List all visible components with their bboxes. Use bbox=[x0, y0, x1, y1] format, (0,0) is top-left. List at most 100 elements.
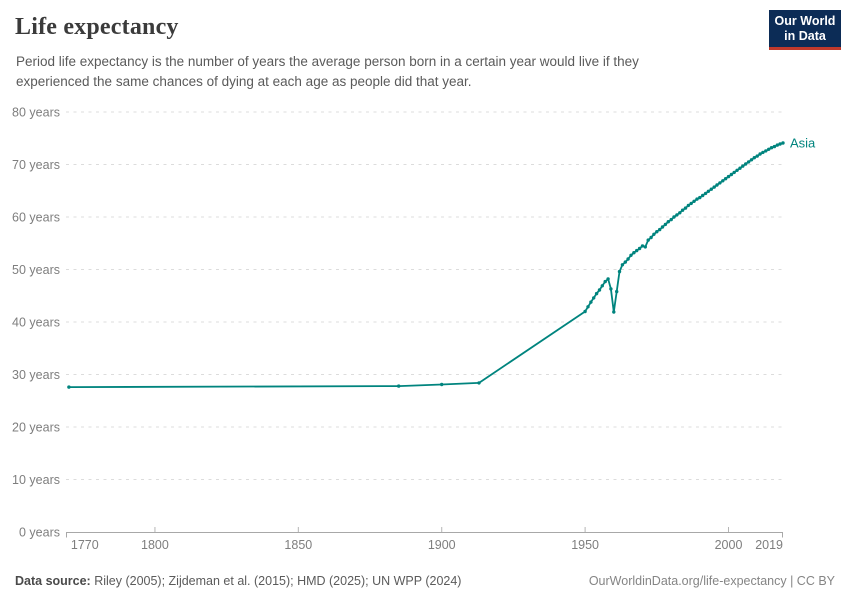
x-axis-tick-label: 2000 bbox=[715, 538, 743, 552]
data-point[interactable] bbox=[686, 203, 691, 208]
data-point[interactable] bbox=[769, 146, 774, 150]
data-point[interactable] bbox=[695, 197, 699, 201]
data-point[interactable] bbox=[723, 177, 728, 181]
data-point[interactable] bbox=[706, 189, 711, 193]
data-point[interactable] bbox=[721, 179, 725, 183]
data-point[interactable] bbox=[764, 149, 768, 153]
series-end-label[interactable]: Asia bbox=[790, 135, 816, 150]
data-point[interactable] bbox=[709, 187, 713, 191]
data-point[interactable] bbox=[67, 385, 71, 389]
owid-logo-line2: in Data bbox=[784, 29, 826, 43]
y-axis-tick-label: 80 years bbox=[12, 106, 60, 120]
y-axis-tick-label: 20 years bbox=[12, 421, 60, 435]
data-point[interactable] bbox=[767, 147, 771, 151]
data-point[interactable] bbox=[606, 277, 610, 281]
data-point[interactable] bbox=[597, 288, 602, 292]
data-source-text: Riley (2005); Zijdeman et al. (2015); HM… bbox=[90, 574, 462, 588]
data-point[interactable] bbox=[746, 160, 751, 164]
data-point[interactable] bbox=[589, 300, 593, 304]
data-point[interactable] bbox=[594, 291, 599, 296]
y-axis-tick-label: 0 years bbox=[19, 526, 60, 540]
data-point[interactable] bbox=[738, 166, 742, 170]
data-point[interactable] bbox=[592, 296, 596, 300]
data-point[interactable] bbox=[640, 244, 645, 248]
data-point[interactable] bbox=[603, 279, 607, 284]
data-point[interactable] bbox=[703, 191, 708, 196]
y-axis-tick-label: 70 years bbox=[12, 158, 60, 172]
data-point[interactable] bbox=[629, 253, 633, 257]
y-axis-tick-label: 60 years bbox=[12, 211, 60, 225]
data-point[interactable] bbox=[692, 199, 696, 203]
data-point[interactable] bbox=[669, 217, 673, 222]
data-point[interactable] bbox=[672, 215, 676, 219]
data-point[interactable] bbox=[781, 141, 785, 145]
data-point[interactable] bbox=[586, 305, 590, 309]
data-point[interactable] bbox=[632, 251, 636, 255]
data-point[interactable] bbox=[397, 384, 401, 388]
chart-footer: Data source: Riley (2005); Zijdeman et a… bbox=[0, 570, 850, 592]
data-point[interactable] bbox=[698, 195, 702, 200]
x-axis-tick-label: 2019 bbox=[755, 538, 783, 552]
data-point[interactable] bbox=[658, 227, 662, 232]
data-point[interactable] bbox=[660, 225, 665, 229]
data-point[interactable] bbox=[715, 183, 719, 187]
data-point[interactable] bbox=[440, 382, 444, 387]
data-point[interactable] bbox=[778, 142, 782, 146]
data-point[interactable] bbox=[663, 222, 668, 227]
data-source-note: Data source: Riley (2005); Zijdeman et a… bbox=[15, 574, 461, 588]
data-point[interactable] bbox=[718, 181, 722, 185]
data-point[interactable] bbox=[652, 232, 656, 236]
data-point[interactable] bbox=[666, 220, 670, 224]
data-point[interactable] bbox=[701, 193, 705, 198]
owid-logo-line1: Our World bbox=[774, 14, 836, 28]
data-point[interactable] bbox=[609, 287, 613, 291]
data-point[interactable] bbox=[680, 208, 685, 212]
data-point[interactable] bbox=[732, 170, 736, 175]
data-point[interactable] bbox=[758, 152, 762, 156]
data-point[interactable] bbox=[726, 174, 731, 179]
data-point[interactable] bbox=[477, 381, 481, 385]
data-point[interactable] bbox=[646, 238, 650, 242]
data-point[interactable] bbox=[620, 263, 625, 267]
data-point[interactable] bbox=[678, 211, 682, 215]
attribution-link[interactable]: OurWorldinData.org/life-expectancy | CC … bbox=[588, 574, 835, 588]
series-line[interactable] bbox=[68, 142, 784, 388]
x-axis-tick-label: 1850 bbox=[284, 538, 312, 552]
data-point[interactable] bbox=[675, 213, 679, 217]
data-point[interactable] bbox=[643, 245, 647, 249]
data-point[interactable] bbox=[761, 150, 765, 155]
x-axis-tick-label: 1900 bbox=[428, 538, 456, 552]
data-point[interactable] bbox=[741, 164, 745, 168]
data-point[interactable] bbox=[689, 201, 693, 206]
data-point[interactable] bbox=[683, 206, 688, 210]
data-source-label: Data source: bbox=[15, 574, 91, 588]
data-point[interactable] bbox=[712, 185, 716, 189]
y-axis-tick-label: 40 years bbox=[12, 316, 60, 330]
x-axis-tick-label: 1800 bbox=[141, 538, 169, 552]
data-point[interactable] bbox=[583, 309, 587, 314]
y-axis-tick-label: 10 years bbox=[12, 473, 60, 487]
data-point[interactable] bbox=[623, 260, 627, 264]
data-point[interactable] bbox=[749, 158, 754, 162]
page-title: Life expectancy bbox=[15, 14, 179, 40]
data-point[interactable] bbox=[752, 156, 756, 160]
data-point[interactable] bbox=[612, 310, 616, 314]
data-point[interactable] bbox=[649, 235, 653, 240]
data-point[interactable] bbox=[744, 162, 748, 166]
data-point[interactable] bbox=[600, 284, 604, 288]
owid-logo[interactable]: Our World in Data bbox=[769, 10, 841, 50]
data-point[interactable] bbox=[637, 246, 642, 251]
data-point[interactable] bbox=[635, 248, 639, 253]
data-point[interactable] bbox=[735, 168, 739, 172]
data-point[interactable] bbox=[626, 257, 630, 261]
data-point[interactable] bbox=[755, 154, 759, 158]
data-point[interactable] bbox=[617, 269, 622, 274]
data-point[interactable] bbox=[655, 230, 659, 234]
data-point[interactable] bbox=[729, 172, 734, 177]
data-point[interactable] bbox=[772, 144, 777, 149]
chart-subtitle: Period life expectancy is the number of … bbox=[16, 54, 639, 89]
data-point[interactable] bbox=[615, 289, 619, 294]
data-point[interactable] bbox=[775, 143, 779, 147]
